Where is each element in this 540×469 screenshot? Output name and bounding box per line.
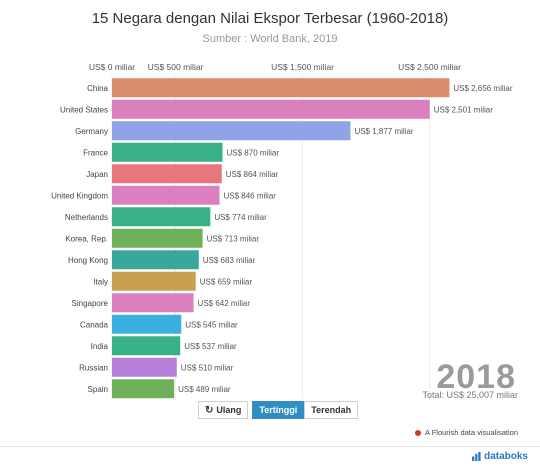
total-label: Total: US$ 25,007 miliar	[422, 390, 518, 400]
sort-highest-label: Tertinggi	[259, 404, 298, 415]
value-label: US$ 713 miliar	[207, 234, 260, 243]
value-label: US$ 774 miliar	[214, 213, 267, 222]
value-label: US$ 2,501 miliar	[434, 105, 493, 114]
category-label: Singapore	[72, 299, 109, 308]
category-label: China	[87, 84, 108, 93]
value-label: US$ 683 miliar	[203, 256, 256, 265]
bar[interactable]	[112, 185, 220, 205]
category-label: Germany	[75, 127, 108, 136]
flourish-credit-label: A Flourish data visualisation	[425, 428, 518, 437]
value-label: US$ 489 miliar	[178, 385, 231, 394]
x-tick-label: US$ 1,500 miliar	[271, 62, 334, 72]
bar[interactable]	[112, 99, 430, 119]
value-label: US$ 846 miliar	[223, 191, 276, 200]
bar[interactable]	[112, 164, 222, 184]
category-label: India	[91, 342, 109, 351]
category-label: Spain	[88, 385, 108, 394]
bar[interactable]	[112, 336, 181, 356]
value-label: US$ 537 miliar	[184, 342, 237, 351]
category-label: United Kingdom	[51, 191, 108, 200]
category-label: Hong Kong	[68, 256, 108, 265]
category-label: Italy	[93, 277, 108, 286]
value-label: US$ 864 miliar	[226, 170, 279, 179]
bar[interactable]	[112, 250, 199, 270]
category-label: France	[83, 148, 108, 157]
databoks-logo-icon	[472, 452, 481, 461]
category-label: Japan	[86, 170, 108, 179]
bar[interactable]	[112, 121, 351, 141]
x-tick-label: US$ 2,500 miliar	[398, 62, 461, 72]
sort-controls: ↻ Ulang Tertinggi Terendah	[198, 401, 359, 419]
sort-lowest-label: Terendah	[311, 404, 352, 415]
value-label: US$ 510 miliar	[181, 363, 234, 372]
x-tick-label: US$ 0 miliar	[89, 62, 135, 72]
x-tick-label: US$ 500 miliar	[148, 62, 204, 72]
replay-icon: ↻	[205, 404, 214, 416]
bar[interactable]	[112, 357, 177, 377]
chart-title: 15 Negara dengan Nilai Ekspor Terbesar (…	[91, 10, 449, 27]
category-label: Canada	[80, 320, 109, 329]
flourish-credit[interactable]: A Flourish data visualisation	[415, 428, 518, 437]
bar[interactable]	[112, 293, 194, 313]
brand-name: databoks	[484, 451, 528, 462]
bar[interactable]	[112, 142, 223, 162]
value-label: US$ 870 miliar	[227, 148, 280, 157]
bar[interactable]	[112, 228, 203, 248]
footer-divider	[0, 446, 540, 447]
value-label: US$ 1,877 miliar	[354, 127, 413, 136]
sort-highest-button[interactable]: Tertinggi	[252, 401, 305, 419]
sort-lowest-button[interactable]: Terendah	[304, 401, 359, 419]
bar[interactable]	[112, 271, 196, 291]
chart-subtitle: Sumber : World Bank, 2019	[202, 33, 338, 45]
bar[interactable]	[112, 379, 175, 399]
value-label: US$ 2,656 miliar	[453, 84, 512, 93]
bar[interactable]	[112, 314, 182, 334]
bar[interactable]	[112, 207, 211, 227]
replay-button[interactable]: ↻ Ulang	[198, 401, 249, 419]
value-label: US$ 642 miliar	[198, 299, 251, 308]
category-label: United States	[60, 105, 108, 114]
brand-logo: databoks	[472, 451, 528, 462]
replay-label: Ulang	[216, 404, 242, 415]
category-label: Russian	[79, 363, 108, 372]
bar[interactable]	[112, 78, 450, 98]
year-label: 2018	[436, 358, 516, 396]
category-label: Netherlands	[65, 213, 108, 222]
category-label: Korea, Rep.	[65, 234, 108, 243]
value-label: US$ 659 miliar	[200, 277, 253, 286]
value-label: US$ 545 miliar	[185, 320, 238, 329]
sort-toggle-group: Tertinggi Terendah	[252, 401, 359, 419]
flourish-logo-icon	[415, 429, 422, 436]
